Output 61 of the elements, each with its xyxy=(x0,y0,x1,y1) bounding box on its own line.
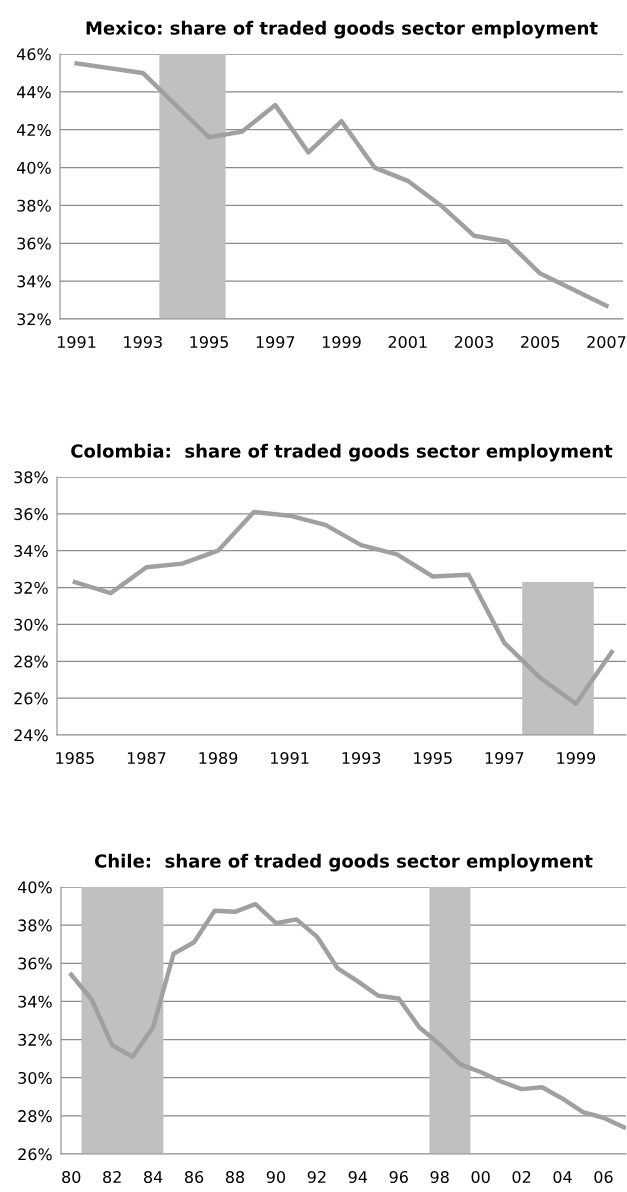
y-tick-label: 38% xyxy=(17,199,51,212)
x-tick-label: 1991 xyxy=(57,335,96,349)
y-tick-label: 32% xyxy=(17,313,51,326)
y-tick-label: 42% xyxy=(16,123,51,137)
x-tick-label: 1991 xyxy=(271,751,309,765)
line-series xyxy=(69,901,626,1130)
x-tick-label: 1993 xyxy=(124,335,162,349)
y-tick-label: 26% xyxy=(14,692,48,705)
x-tick-label: 1995 xyxy=(190,335,228,349)
y-tick-label: 30% xyxy=(18,1071,52,1085)
y-tick-label: 46% xyxy=(16,48,51,61)
y-tick-label: 34% xyxy=(17,275,51,288)
y-tick-label: 34% xyxy=(14,544,48,558)
x-tick-label: 84 xyxy=(144,1170,163,1184)
y-tick-label: 40% xyxy=(16,161,51,174)
chart-title: Mexico: share of traded goods sector employment xyxy=(86,20,598,39)
x-tick-label: 90 xyxy=(266,1170,286,1184)
y-tick-label: 44% xyxy=(16,86,51,99)
x-tick-label: 02 xyxy=(512,1170,531,1184)
x-tick-label: 86 xyxy=(184,1170,204,1184)
y-tick-label: 24% xyxy=(14,729,48,742)
x-tick-label: 00 xyxy=(471,1170,490,1184)
chart-title: Chile: share of traded goods sector employment xyxy=(94,853,593,872)
x-tick-label: 1987 xyxy=(127,751,166,765)
y-tick-label: 36% xyxy=(18,957,52,970)
x-tick-label: 1997 xyxy=(485,751,524,765)
x-tick-label: 82 xyxy=(103,1170,121,1184)
x-tick-label: 1995 xyxy=(414,751,452,765)
x-tick-label: 1993 xyxy=(342,751,381,765)
x-tick-label: 88 xyxy=(225,1170,245,1184)
x-tick-label: 2001 xyxy=(388,335,427,349)
y-tick-label: 38% xyxy=(14,471,48,484)
x-tick-label: 2007 xyxy=(587,335,626,349)
y-tick-label: 38% xyxy=(18,919,52,932)
x-tick-label: 2005 xyxy=(521,335,560,349)
y-tick-label: 34% xyxy=(18,995,52,1008)
chart-title: Colombia: share of traded goods sector employment xyxy=(71,443,613,462)
x-tick-label: 1997 xyxy=(256,335,295,349)
x-tick-label: 92 xyxy=(307,1170,326,1184)
line-series xyxy=(72,509,614,706)
y-tick-label: 40% xyxy=(17,881,52,894)
x-tick-label: 04 xyxy=(553,1170,572,1184)
x-tick-label: 1999 xyxy=(557,751,596,765)
x-tick-label: 98 xyxy=(430,1170,449,1184)
x-tick-label: 96 xyxy=(389,1170,408,1184)
y-tick-label: 28% xyxy=(18,1110,52,1123)
x-tick-label: 80 xyxy=(62,1170,81,1184)
y-tick-label: 28% xyxy=(14,655,48,668)
x-tick-label: 1989 xyxy=(199,751,238,765)
y-tick-label: 30% xyxy=(14,618,48,631)
x-tick-label: 06 xyxy=(594,1170,613,1184)
x-tick-label: 94 xyxy=(348,1170,368,1184)
y-tick-label: 32% xyxy=(18,1033,52,1046)
y-tick-label: 36% xyxy=(14,508,48,521)
y-tick-label: 36% xyxy=(17,237,51,250)
x-tick-label: 1985 xyxy=(56,751,94,765)
x-tick-label: 1999 xyxy=(322,335,361,349)
line-series xyxy=(74,61,609,308)
y-tick-label: 32% xyxy=(14,581,48,594)
x-tick-label: 2003 xyxy=(454,335,494,349)
y-tick-label: 26% xyxy=(18,1148,52,1161)
